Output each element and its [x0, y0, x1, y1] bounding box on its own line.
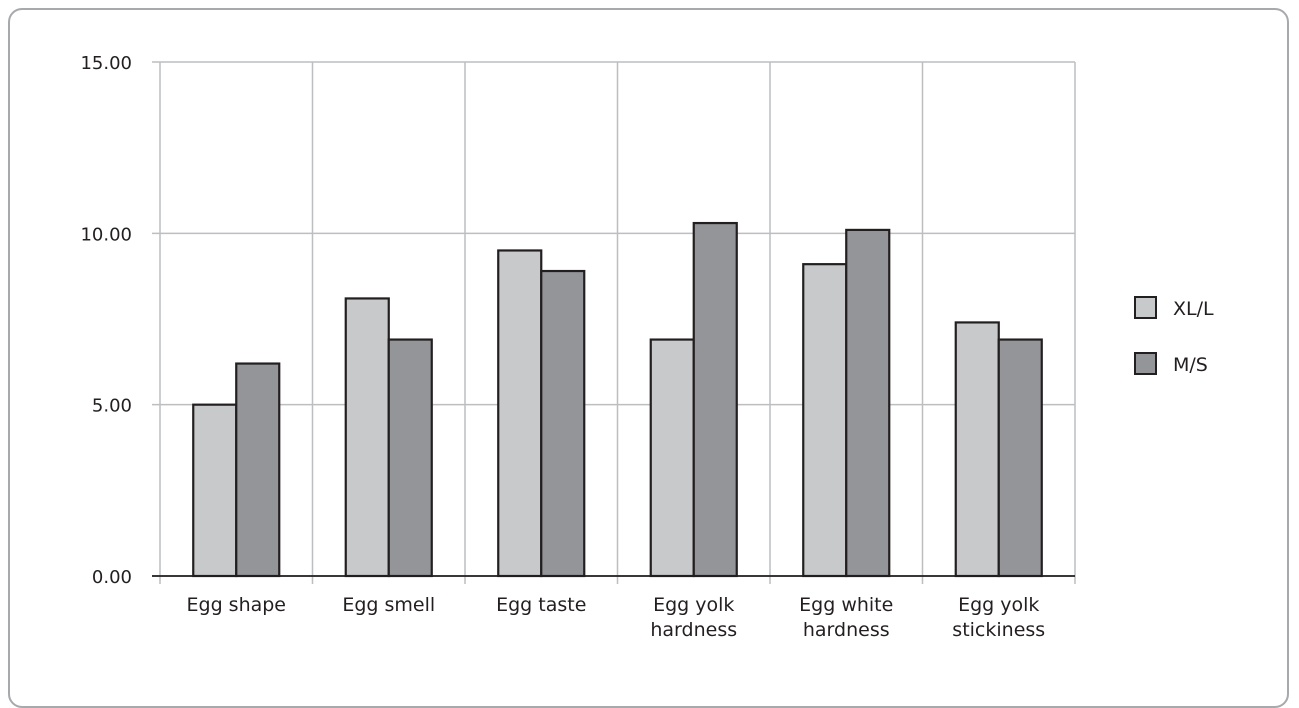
y-tick-label: 0.00 — [92, 567, 132, 588]
legend-swatch-m-s — [1134, 352, 1157, 375]
bar-m-s — [997, 338, 1043, 578]
x-tick-label: stickiness — [952, 619, 1045, 641]
x-tick-label: Egg yolk — [653, 594, 734, 616]
x-tick-label: Egg taste — [496, 594, 586, 616]
x-tick-label: Egg shape — [187, 594, 287, 616]
bar-m-s — [235, 362, 281, 578]
legend-label-xl-l: XL/L — [1173, 298, 1214, 320]
x-tick-label: hardness — [803, 619, 890, 641]
bar-xl-l — [497, 249, 543, 578]
y-tick-label: 5.00 — [92, 396, 132, 417]
bar-m-s — [540, 269, 586, 578]
x-tick-label: Egg smell — [342, 594, 435, 616]
bar-xl-l — [192, 403, 238, 578]
x-tick-label: Egg white — [799, 594, 893, 616]
bar-m-s — [387, 338, 433, 578]
bar-xl-l — [802, 263, 848, 578]
y-tick-label: 15.00 — [80, 53, 132, 74]
bar-xl-l — [954, 321, 1000, 578]
bar-xl-l — [649, 338, 695, 578]
bar-m-s — [845, 228, 891, 578]
x-tick-label: Egg yolk — [958, 594, 1039, 616]
x-tick-label: hardness — [650, 619, 737, 641]
legend-label-m-s: M/S — [1173, 354, 1208, 376]
bar-chart: 0.00 5.00 10.00 15.00 Egg shape Egg smell Egg … — [80, 53, 1214, 641]
legend-swatch-xl-l — [1134, 296, 1157, 319]
bar-m-s — [692, 221, 738, 578]
bar-xl-l — [344, 297, 390, 578]
y-tick-label: 10.00 — [80, 224, 132, 245]
